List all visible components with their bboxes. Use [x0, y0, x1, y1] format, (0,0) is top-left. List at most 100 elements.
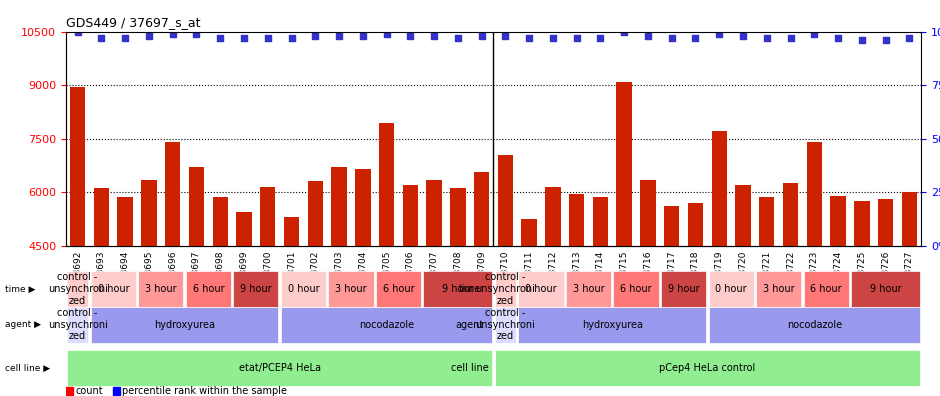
Text: agent ▶: agent ▶ — [5, 320, 40, 329]
Point — [94, 35, 109, 41]
Text: time: time — [459, 284, 481, 294]
Text: hydroxyurea: hydroxyurea — [582, 320, 643, 330]
Bar — [807, 142, 822, 246]
Point — [379, 30, 394, 37]
Point — [165, 30, 180, 37]
Point — [118, 35, 133, 41]
Bar — [70, 87, 86, 246]
FancyBboxPatch shape — [614, 271, 659, 307]
Bar — [569, 194, 585, 246]
Bar — [141, 180, 157, 246]
Bar — [688, 203, 703, 246]
FancyBboxPatch shape — [67, 307, 88, 343]
Bar — [379, 123, 394, 246]
Point — [332, 33, 347, 39]
Bar — [450, 188, 465, 246]
FancyBboxPatch shape — [423, 271, 493, 307]
Bar — [307, 181, 323, 246]
Bar — [712, 131, 727, 246]
Text: 3 hour: 3 hour — [336, 284, 367, 294]
Bar — [664, 206, 680, 246]
Point — [284, 35, 299, 41]
Bar — [284, 217, 299, 246]
Bar — [901, 192, 917, 246]
FancyBboxPatch shape — [328, 271, 373, 307]
FancyBboxPatch shape — [281, 307, 493, 343]
Bar — [759, 197, 775, 246]
Point — [569, 35, 584, 41]
FancyBboxPatch shape — [233, 271, 278, 307]
Point — [688, 35, 703, 41]
Bar — [427, 180, 442, 246]
Text: etat/PCEP4 HeLa: etat/PCEP4 HeLa — [239, 363, 321, 373]
Text: 0 hour: 0 hour — [525, 284, 556, 294]
Point — [878, 37, 893, 44]
FancyBboxPatch shape — [519, 307, 706, 343]
Bar — [497, 155, 513, 246]
Point — [498, 33, 513, 39]
Text: nocodazole: nocodazole — [359, 320, 415, 330]
Text: 0 hour: 0 hour — [715, 284, 747, 294]
Bar — [212, 197, 228, 246]
FancyBboxPatch shape — [566, 271, 611, 307]
FancyBboxPatch shape — [709, 271, 754, 307]
FancyBboxPatch shape — [138, 271, 183, 307]
Text: 3 hour: 3 hour — [145, 284, 177, 294]
Text: control -
unsynchroni
zed: control - unsynchroni zed — [476, 308, 535, 341]
Point — [307, 33, 322, 39]
Bar — [66, 387, 73, 395]
Bar — [545, 187, 560, 246]
Bar — [113, 387, 120, 395]
Text: percentile rank within the sample: percentile rank within the sample — [122, 386, 288, 396]
Bar — [522, 219, 537, 246]
Text: 6 hour: 6 hour — [810, 284, 842, 294]
Bar — [783, 183, 798, 246]
FancyBboxPatch shape — [91, 307, 278, 343]
Text: count: count — [75, 386, 102, 396]
Bar — [355, 169, 370, 246]
Point — [237, 35, 252, 41]
Point — [70, 29, 86, 35]
Bar — [854, 201, 870, 246]
Bar — [830, 196, 846, 246]
Point — [783, 35, 798, 41]
FancyBboxPatch shape — [519, 271, 564, 307]
Point — [545, 35, 560, 41]
Text: cell line: cell line — [451, 363, 489, 373]
Text: 9 hour: 9 hour — [442, 284, 474, 294]
Bar — [94, 188, 109, 246]
Bar — [331, 167, 347, 246]
FancyBboxPatch shape — [804, 271, 849, 307]
FancyBboxPatch shape — [91, 271, 136, 307]
Bar — [260, 187, 275, 246]
Text: 0 hour: 0 hour — [98, 284, 129, 294]
FancyBboxPatch shape — [494, 350, 920, 386]
Point — [403, 33, 418, 39]
Bar — [118, 197, 133, 246]
Point — [212, 35, 227, 41]
Text: 3 hour: 3 hour — [763, 284, 794, 294]
Bar — [617, 82, 632, 246]
Text: control -
unsynchroni
zed: control - unsynchroni zed — [48, 272, 107, 306]
Point — [854, 37, 870, 44]
Bar — [189, 167, 204, 246]
Point — [189, 30, 204, 37]
Bar — [640, 180, 656, 246]
Bar — [593, 197, 608, 246]
Point — [474, 33, 489, 39]
FancyBboxPatch shape — [281, 271, 326, 307]
Bar — [878, 199, 893, 246]
Point — [831, 35, 846, 41]
Point — [617, 29, 632, 35]
Bar — [402, 185, 418, 246]
Point — [522, 35, 537, 41]
FancyBboxPatch shape — [186, 271, 231, 307]
Text: 9 hour: 9 hour — [240, 284, 272, 294]
FancyBboxPatch shape — [661, 271, 706, 307]
Point — [450, 35, 465, 41]
Bar — [474, 173, 490, 246]
Text: 6 hour: 6 hour — [193, 284, 224, 294]
Point — [760, 35, 775, 41]
Point — [807, 30, 822, 37]
Text: hydroxyurea: hydroxyurea — [154, 320, 215, 330]
